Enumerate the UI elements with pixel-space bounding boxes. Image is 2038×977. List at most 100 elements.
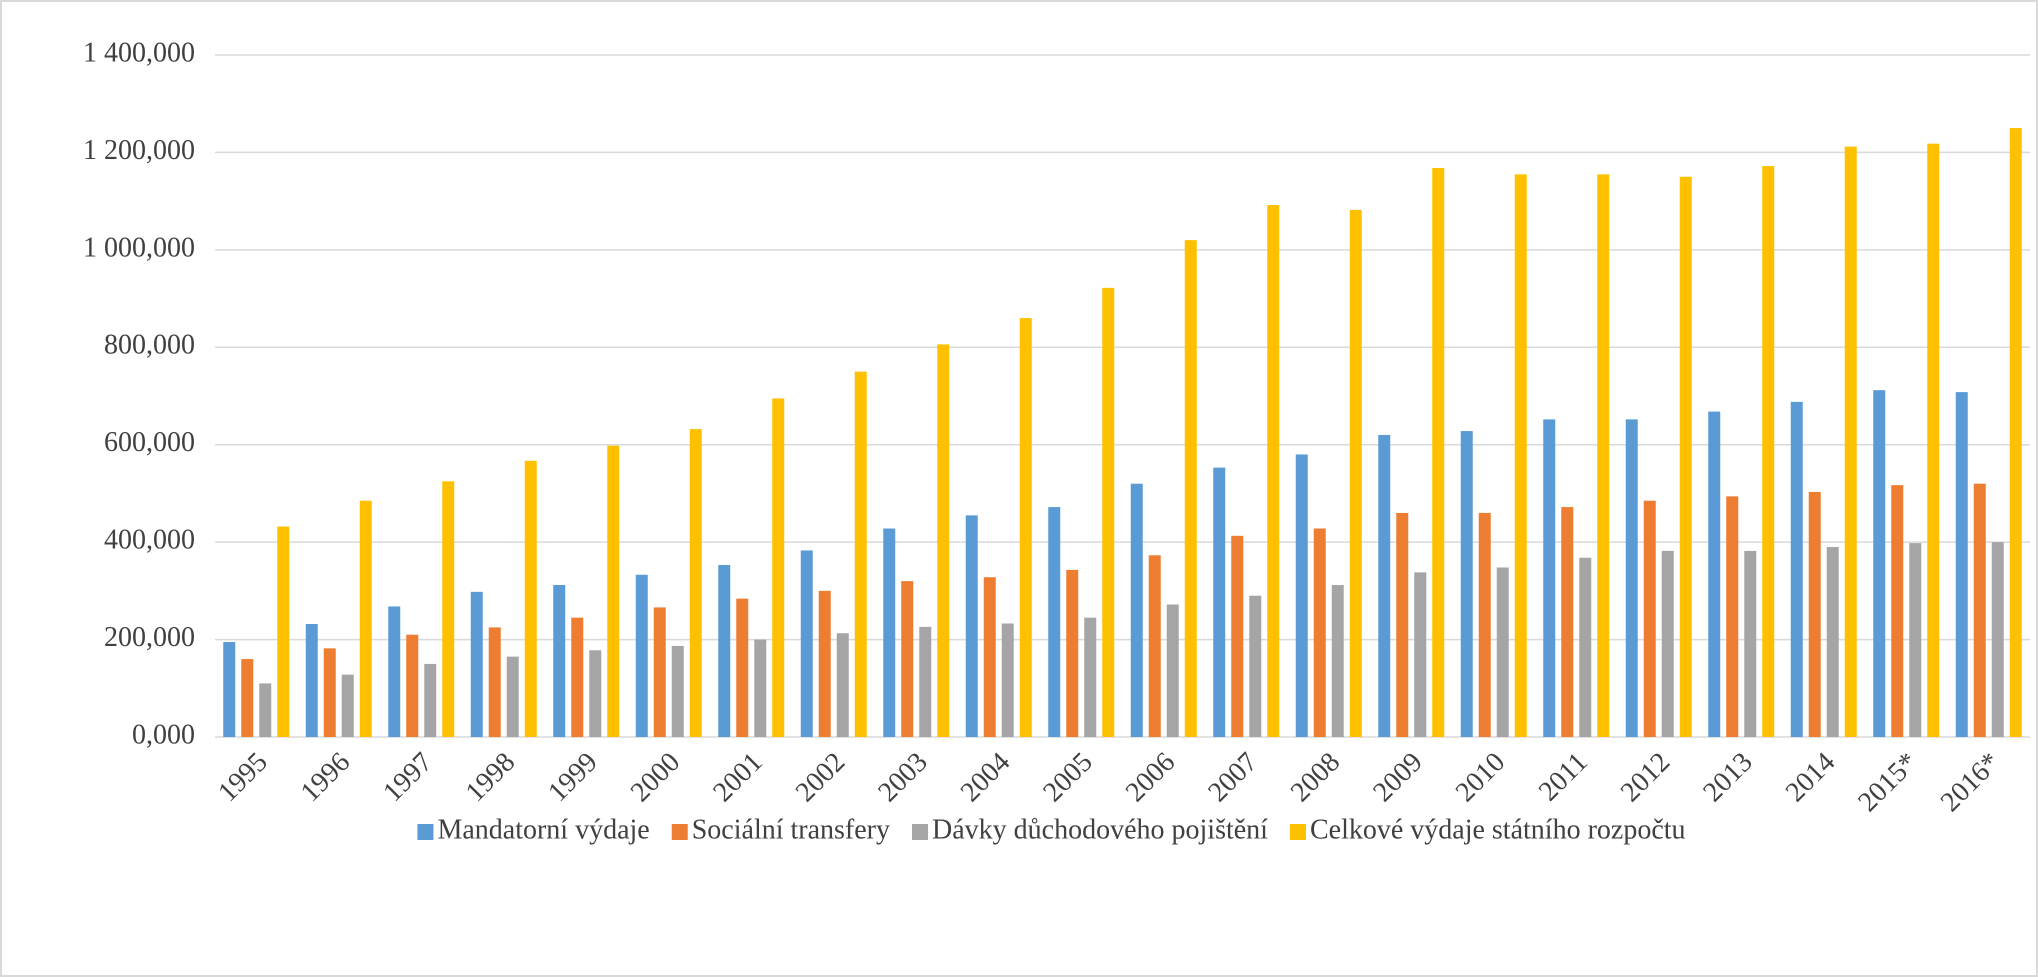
bar [2009, 128, 2022, 738]
bar [983, 577, 996, 737]
bar [1790, 401, 1803, 737]
bar [506, 656, 519, 737]
legend-swatch [912, 824, 929, 840]
bar [919, 626, 932, 737]
bar [1066, 569, 1079, 737]
bar [1496, 567, 1509, 737]
y-tick-label: 1 000,000 [83, 232, 195, 263]
bar [1597, 174, 1610, 738]
bar [1909, 543, 1922, 737]
bar [1726, 496, 1739, 737]
bar [1460, 431, 1473, 737]
bar [607, 445, 620, 737]
bar [772, 398, 785, 737]
bar [277, 526, 290, 737]
bar [1295, 454, 1308, 737]
legend-swatch [671, 824, 688, 840]
bar [341, 674, 354, 737]
bar [754, 639, 767, 737]
bar [359, 500, 372, 737]
bar [1973, 483, 1986, 737]
y-tick-label: 200,000 [104, 622, 195, 653]
bar [1579, 557, 1592, 737]
bar [424, 663, 437, 737]
bar [671, 645, 684, 737]
legend-label: Celkové výdaje státního rozpočtu [1310, 814, 1686, 845]
bar [589, 650, 602, 737]
bar [1514, 174, 1527, 738]
bar [635, 574, 648, 737]
y-tick-label: 1 200,000 [83, 135, 195, 166]
y-tick-label: 800,000 [104, 330, 195, 361]
bar [470, 591, 483, 737]
bar [241, 659, 254, 737]
legend-label: Dávky důchodového pojištění [932, 814, 1268, 845]
bar [553, 585, 566, 737]
bar [1708, 411, 1721, 737]
bar [1561, 507, 1574, 737]
bar [1166, 604, 1179, 737]
legend-swatch [1289, 824, 1306, 840]
legend-label: Sociální transfery [692, 814, 890, 845]
bar [1927, 143, 1940, 737]
bar [1349, 209, 1362, 737]
bar [1808, 491, 1821, 737]
bar [736, 598, 749, 737]
bar [1084, 617, 1097, 737]
bar [1661, 550, 1674, 737]
bar [1679, 176, 1692, 738]
bar [1873, 390, 1886, 737]
bar [800, 550, 813, 737]
bar [259, 683, 272, 737]
bar [1844, 146, 1857, 737]
bar [1378, 434, 1391, 737]
bar [1249, 595, 1262, 737]
bar [305, 623, 318, 737]
bar [1891, 485, 1904, 737]
bar [1643, 500, 1656, 737]
bar [1432, 168, 1445, 737]
bar [1102, 287, 1115, 737]
bar [1001, 623, 1014, 737]
bar [388, 606, 401, 737]
bar [442, 481, 455, 737]
bar [883, 528, 896, 737]
bar [1267, 205, 1280, 738]
bar [1744, 550, 1757, 737]
bar [653, 607, 666, 737]
bar [689, 429, 702, 737]
y-tick-label: 1 400,000 [83, 37, 195, 68]
bar [1991, 542, 2004, 737]
bar [836, 633, 849, 737]
bar [1625, 419, 1638, 737]
y-tick-label: 400,000 [104, 525, 195, 556]
bar [937, 344, 950, 737]
y-tick-label: 600,000 [104, 427, 195, 458]
bar [1019, 318, 1032, 737]
legend-swatch [417, 824, 434, 840]
bar [718, 565, 731, 737]
bar [965, 515, 978, 737]
bar [1414, 572, 1427, 737]
bar [571, 617, 584, 737]
bar [1213, 467, 1226, 737]
bar [223, 642, 236, 737]
bar [1478, 512, 1491, 737]
bar [1826, 547, 1839, 737]
bar [854, 371, 867, 737]
bar [488, 627, 501, 737]
bar [1396, 512, 1409, 737]
bar [1231, 535, 1244, 737]
bar [323, 648, 336, 737]
bar [1762, 166, 1775, 737]
bar [1048, 507, 1061, 737]
y-tick-label: 0,000 [132, 719, 195, 750]
bar [406, 634, 419, 737]
bar [1543, 419, 1556, 737]
bar [901, 581, 914, 737]
bar [818, 590, 831, 737]
bar [1148, 555, 1161, 737]
